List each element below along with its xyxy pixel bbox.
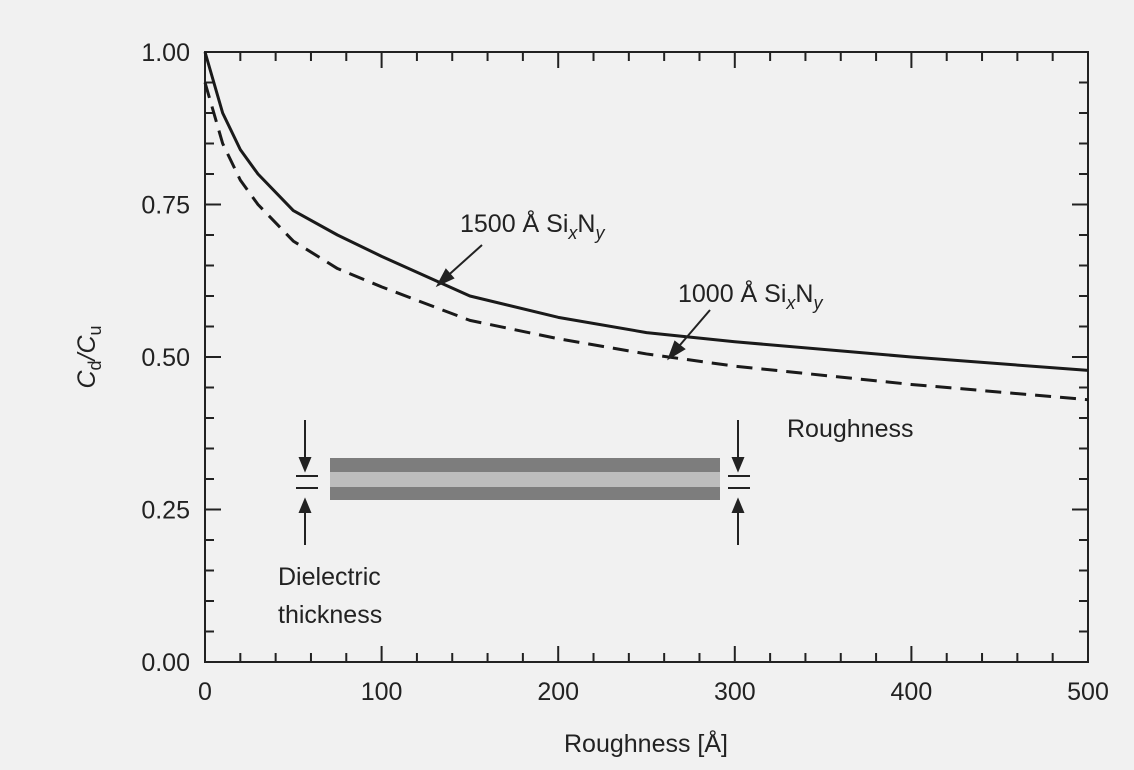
annotation: Roughness [787, 415, 913, 443]
x-tick-label: 200 [537, 678, 579, 706]
arrowhead [667, 340, 686, 361]
label-part: N [577, 210, 595, 238]
label-sub: x [785, 293, 796, 313]
y-label-part: /C [73, 335, 101, 363]
inset-diagram [296, 420, 750, 545]
label-sub: y [811, 293, 823, 313]
x-tick-label: 400 [891, 678, 933, 706]
series-label: 1500 Å SixNy [460, 208, 605, 243]
x-tick-label: 300 [714, 678, 756, 706]
annotation: thickness [278, 601, 382, 629]
y-axis-label: Cd/Cu [73, 325, 105, 388]
arrowhead [298, 497, 312, 513]
y-label-sub: u [85, 325, 105, 335]
label-part: N [795, 280, 813, 308]
series-line [203, 82, 1089, 402]
arrowhead [731, 457, 745, 473]
y-tick-label: 0.75 [141, 192, 190, 220]
y-tick-label: 0.50 [141, 344, 190, 372]
arrowhead [731, 497, 745, 513]
bottom-layer [330, 487, 720, 500]
label-sub: y [593, 223, 605, 243]
x-tick-label: 500 [1067, 678, 1109, 706]
y-label-sub: d [85, 360, 105, 370]
arrowhead [298, 457, 312, 473]
y-tick-label: 0.00 [141, 649, 190, 677]
y-tick-label: 1.00 [141, 39, 190, 67]
x-axis-label: Roughness [Å] [564, 728, 728, 758]
label-sub: x [567, 223, 578, 243]
annotation: Dielectric [278, 563, 381, 591]
series-line [203, 51, 1089, 372]
y-tick-label: 0.25 [141, 497, 190, 525]
arrowhead [435, 268, 455, 288]
label-part: 1500 Å Si [460, 208, 568, 238]
label-part: 1000 Å Si [678, 278, 786, 308]
series-label: 1000 Å SixNy [678, 278, 823, 313]
top-layer [330, 458, 720, 472]
x-tick-label: 0 [198, 678, 212, 706]
annotation-arrows [435, 244, 711, 361]
y-label-part: C [73, 370, 101, 389]
x-tick-label: 100 [361, 678, 403, 706]
plot-area: 0 100 200 300 400 500 0.00 0.25 0.50 0.75 1.00 [141, 39, 1109, 706]
